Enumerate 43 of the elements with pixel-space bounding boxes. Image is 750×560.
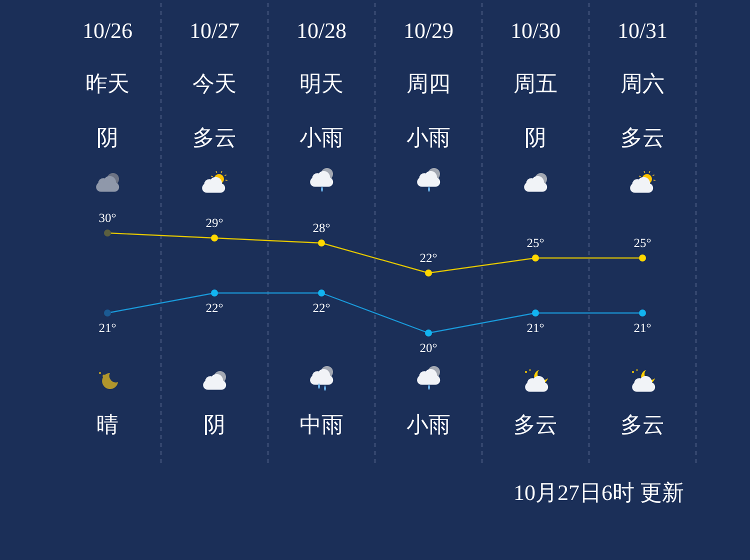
text: 10月27日6时 更新 (514, 480, 684, 505)
annotation: 中雨 (300, 412, 344, 437)
annotation: 周四 (406, 71, 450, 96)
data-label: 21° (634, 321, 652, 335)
point (425, 270, 432, 276)
point (104, 230, 111, 236)
annotation: 多云 (514, 412, 558, 437)
annotation: 明天 (300, 71, 344, 96)
x-tick-label: 10/28 (296, 18, 347, 43)
annotation: 阴 (204, 412, 226, 437)
data-label: 21° (98, 321, 116, 335)
x-tick-label: 10/26 (82, 18, 133, 43)
point (318, 240, 325, 246)
data-label: 25° (526, 236, 544, 250)
x-tick-label: 10/27 (189, 18, 240, 43)
data-label: 22° (206, 301, 224, 315)
annotation: 多云 (620, 412, 664, 437)
data-label: 29° (206, 216, 224, 230)
annotation: 阴 (96, 125, 118, 150)
x-tick-label: 10/29 (403, 18, 454, 43)
point (639, 254, 646, 262)
annotation: 小雨 (300, 125, 344, 150)
data-label: 22° (312, 301, 330, 315)
annotation: 周六 (620, 71, 664, 96)
data-label: 22° (420, 251, 438, 265)
data-label: 30° (98, 211, 116, 225)
data-label: 21° (526, 321, 544, 335)
annotation: 周五 (514, 71, 558, 96)
data-label: 20° (420, 341, 438, 355)
annotation: 晴 (96, 412, 118, 437)
point (211, 234, 218, 242)
data-label: 25° (634, 236, 652, 250)
annotation: 多云 (620, 125, 664, 150)
point (532, 254, 539, 262)
annotation: 今天 (192, 71, 236, 96)
annotation: 多云 (192, 125, 236, 150)
x-tick-label: 10/30 (510, 18, 561, 43)
data-label: 28° (312, 221, 330, 235)
annotation: 小雨 (406, 125, 450, 150)
annotation: 昨天 (86, 71, 130, 96)
annotation: 阴 (524, 125, 546, 150)
x-tick-label: 10/31 (617, 18, 668, 43)
annotation: 小雨 (406, 412, 450, 437)
